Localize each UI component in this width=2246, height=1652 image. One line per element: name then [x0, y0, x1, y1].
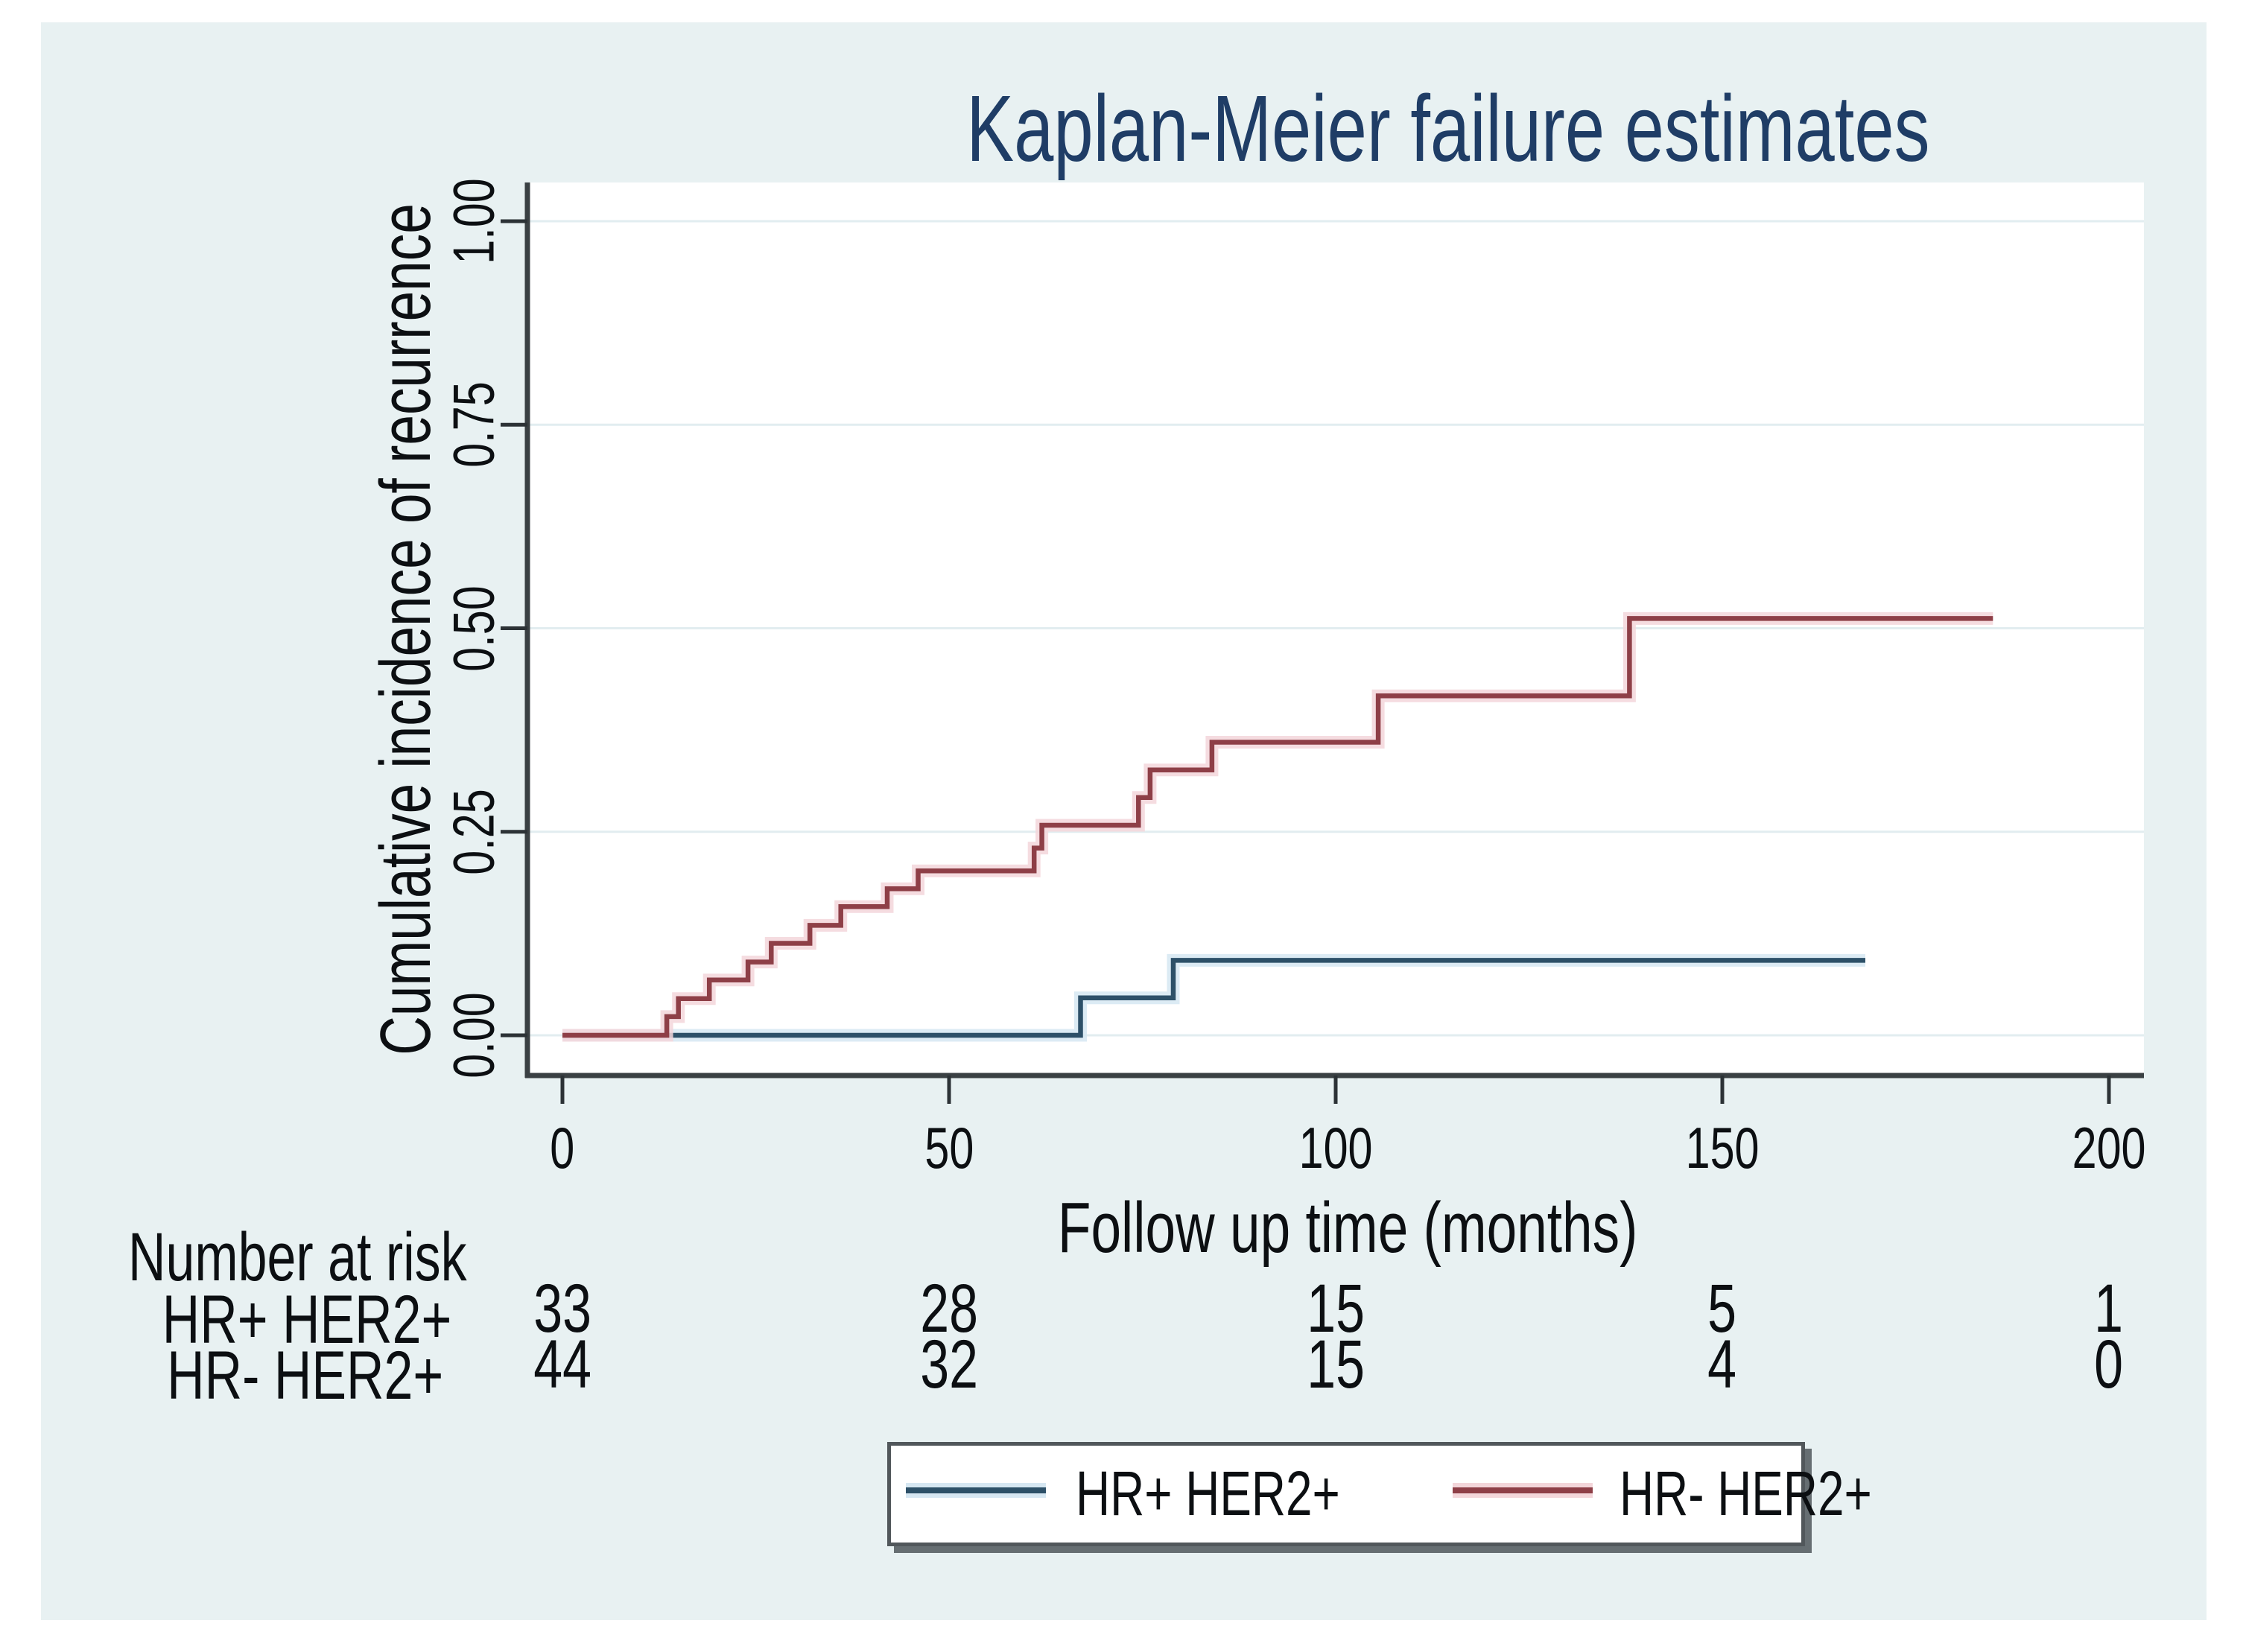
- risk-value-row0-t50: 28: [920, 1271, 978, 1347]
- legend-label-hr-neg: HR- HER2+: [1620, 1458, 1872, 1528]
- risk-value-row0-t0: 33: [533, 1271, 591, 1347]
- legend-line-sample-hr-pos: [906, 1483, 1046, 1498]
- km-curve-hr--her2+: [562, 616, 1993, 1038]
- x-tick-label-200: 200: [2072, 1115, 2146, 1181]
- x-axis-title: Follow up time (months): [1057, 1188, 1638, 1268]
- risk-row-label-hr-pos: HR+ HER2+: [162, 1282, 452, 1358]
- chart-title: Kaplan-Meier failure estimates: [966, 76, 1930, 181]
- risk-value-row0-t100: 15: [1307, 1271, 1365, 1347]
- x-tick-label-50: 50: [924, 1115, 974, 1181]
- risk-value-row1-t150: 4: [1707, 1327, 1737, 1402]
- risk-value-row1-t200: 0: [2094, 1327, 2124, 1402]
- legend-line-sample-hr-neg: [1453, 1483, 1593, 1498]
- x-tick-label-150: 150: [1685, 1115, 1760, 1181]
- risk-value-row1-t50: 32: [920, 1327, 978, 1402]
- risk-value-row1-t0: 44: [533, 1327, 591, 1402]
- risk-row-label-hr-neg: HR- HER2+: [166, 1338, 443, 1414]
- risk-table-header: Number at risk: [128, 1219, 467, 1295]
- x-tick-label-100: 100: [1298, 1115, 1373, 1181]
- risk-value-row0-t150: 5: [1707, 1271, 1737, 1347]
- km-curve-hr+-her2+: [562, 958, 1865, 1038]
- legend-label-hr-pos: HR+ HER2+: [1076, 1458, 1340, 1528]
- x-tick-label-0: 0: [550, 1115, 575, 1181]
- risk-value-row0-t200: 1: [2094, 1271, 2124, 1347]
- risk-value-row1-t100: 15: [1307, 1327, 1365, 1402]
